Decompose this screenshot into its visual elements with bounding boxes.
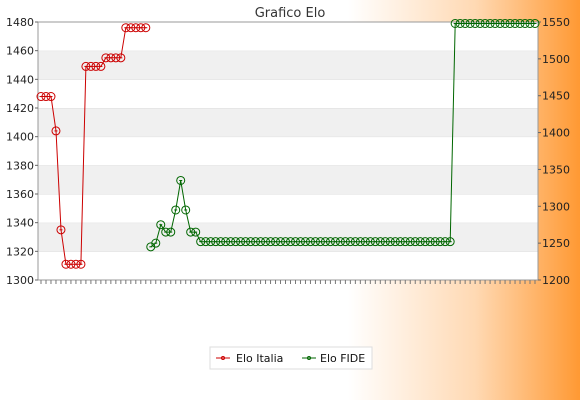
- data-point: [191, 227, 201, 237]
- data-point: [116, 53, 126, 63]
- data-point: [46, 92, 56, 102]
- series-line: [41, 27, 146, 265]
- y-left-tick-label: 1360: [6, 188, 34, 201]
- series-elo-fide: [146, 18, 540, 252]
- grid-band: [38, 222, 538, 252]
- y-left-tick-label: 1480: [6, 16, 34, 29]
- legend-marker-elo-italia: [221, 356, 225, 360]
- y-right-tick-label: 1400: [542, 127, 570, 140]
- legend-label-elo-italia: Elo Italia: [236, 352, 283, 365]
- y-right-tick-label: 1200: [542, 274, 570, 287]
- legend-label-elo-fide: Elo FIDE: [320, 352, 365, 365]
- y-left-tick-label: 1440: [6, 73, 34, 86]
- y-right-tick-label: 1350: [542, 163, 570, 176]
- grid-band: [38, 194, 538, 223]
- data-point: [56, 225, 66, 235]
- data-point: [141, 23, 151, 33]
- grid-band: [38, 165, 538, 194]
- data-point: [176, 175, 186, 185]
- y-right-tick-label: 1550: [542, 16, 570, 29]
- data-point: [171, 205, 181, 215]
- data-point: [156, 220, 166, 230]
- y-left-tick-label: 1420: [6, 102, 34, 115]
- y-left-tick-label: 1400: [6, 131, 34, 144]
- data-point: [151, 238, 161, 248]
- axes: 1300 1320 1340 1360 1380 1400 1420 1440 1460 1480…: [6, 16, 570, 287]
- grid-band: [38, 79, 538, 108]
- grid-band: [38, 136, 538, 166]
- x-tick-labels: [40, 280, 536, 284]
- data-point: [181, 205, 191, 215]
- series-elo-italia: [36, 23, 151, 269]
- data-point: [76, 259, 86, 269]
- grid-band: [38, 108, 538, 137]
- y-left-tick-label: 1340: [6, 217, 34, 230]
- data-point: [96, 61, 106, 71]
- y-left-tick-label: 1460: [6, 45, 34, 58]
- y-right-tick-label: 1300: [542, 200, 570, 213]
- chart-title: Grafico Elo: [255, 6, 326, 21]
- data-point: [445, 237, 455, 247]
- series-lines: [36, 18, 540, 269]
- y-left-tick-label: 1380: [6, 159, 34, 172]
- y-right-tick-label: 1450: [542, 90, 570, 103]
- y-left-tick-label: 1300: [6, 274, 34, 287]
- data-point: [51, 126, 61, 136]
- data-point: [530, 18, 540, 28]
- legend-box: [209, 346, 373, 370]
- y-left-tick-label: 1320: [6, 245, 34, 258]
- legend: Elo Italia Elo FIDE: [209, 346, 373, 370]
- y-right-tick-label: 1250: [542, 237, 570, 250]
- grid-band: [38, 251, 538, 280]
- legend-marker-elo-fide: [307, 356, 311, 360]
- data-point: [166, 227, 176, 237]
- y-right-tick-label: 1500: [542, 53, 570, 66]
- plot-frame: [37, 21, 539, 281]
